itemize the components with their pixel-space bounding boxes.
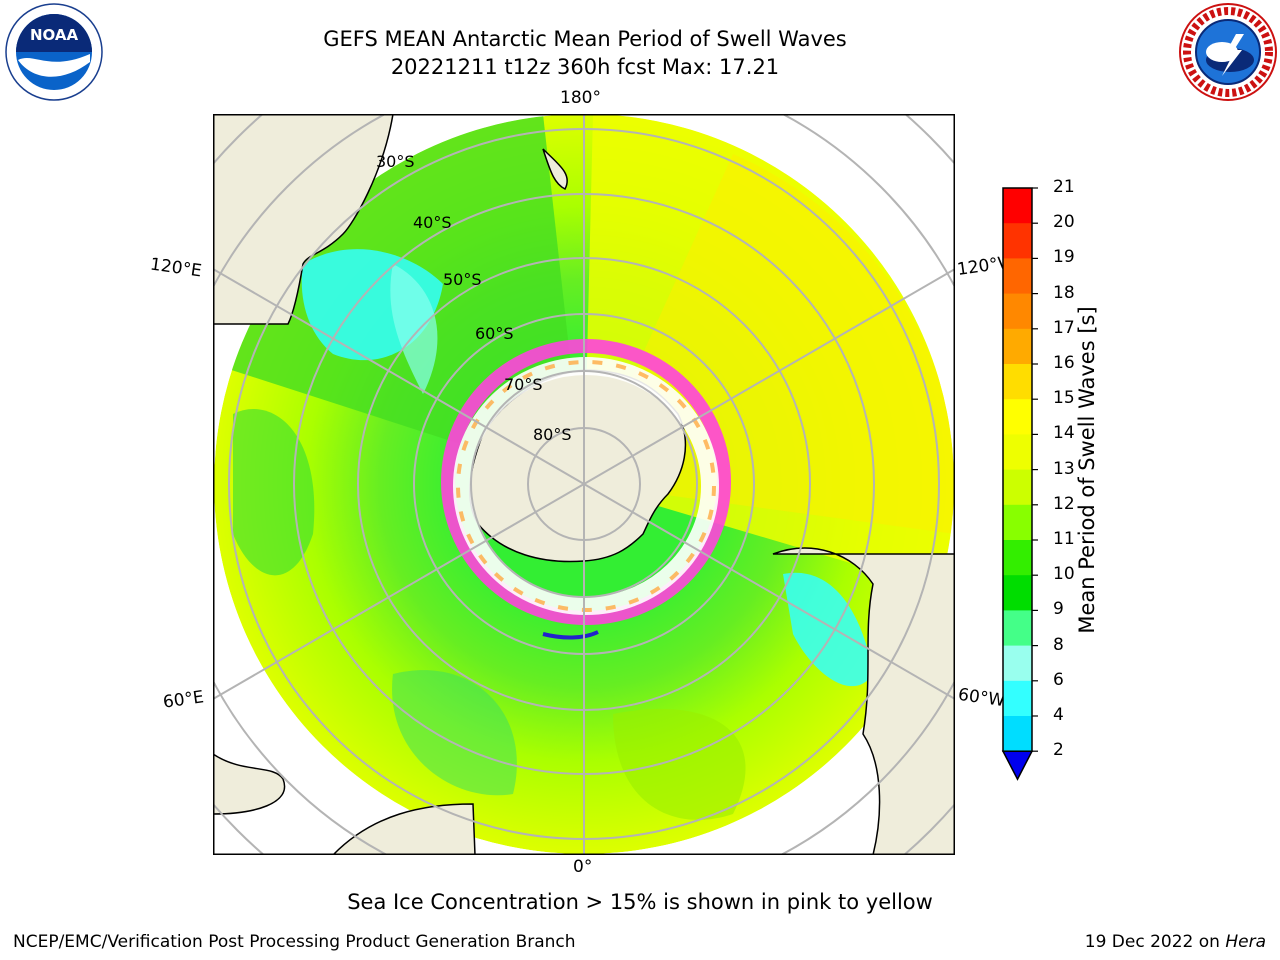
- colorbar-segment: [1003, 504, 1032, 541]
- footer-date: 19 Dec 2022 on Hera: [1085, 932, 1266, 952]
- colorbar-tick-label: 6: [1053, 669, 1064, 690]
- colorbar-tick-label: 11: [1053, 529, 1075, 549]
- colorbar-tick-label: 10: [1053, 564, 1075, 585]
- colorbar-segment: [1003, 716, 1032, 752]
- noaa-logo: NOAA: [5, 3, 103, 101]
- colorbar-tick-label: 21: [1053, 177, 1075, 197]
- colorbar-segment: [1003, 469, 1032, 506]
- colorbar-segment: [1003, 575, 1032, 611]
- colorbar-tick-label: 15: [1053, 388, 1075, 409]
- graticule: [213, 114, 955, 855]
- colorbar-tick-label: 8: [1053, 634, 1064, 655]
- colorbar: [1001, 187, 1038, 781]
- lon-label-0: 0°: [573, 857, 593, 877]
- footer-credit: NCEP/EMC/Verification Post Processing Pr…: [13, 932, 576, 952]
- sea-ice-band: [441, 339, 731, 640]
- colorbar-segment: [1003, 364, 1032, 400]
- colorbar-tick-label: 13: [1053, 458, 1075, 479]
- colorbar-tick-label: 4: [1053, 705, 1064, 725]
- colorbar-extend-arrow: [1001, 750, 1034, 781]
- colorbar-segment: [1003, 680, 1032, 717]
- colorbar-segment: [1003, 293, 1032, 330]
- chart-subtitle: 20221211 t12z 360h fcst Max: 17.21: [390, 55, 780, 79]
- footer-date-text: 19 Dec 2022 on: [1084, 932, 1226, 952]
- colorbar-tick-label: 19: [1053, 247, 1075, 268]
- colorbar-segment: [1003, 540, 1032, 576]
- colorbar-segment: [1003, 610, 1032, 647]
- colorbar-segment: [1003, 434, 1032, 471]
- colorbar-segment: [1003, 399, 1032, 435]
- sea-ice-caption: Sea Ice Concentration > 15% is shown in …: [347, 890, 933, 914]
- footer-host: Hera: [1225, 932, 1266, 952]
- lat-label-30s: 30°S: [376, 152, 415, 171]
- noaa-logo-text: NOAA: [30, 26, 79, 44]
- lon-label-60e: 60°E: [161, 687, 206, 713]
- colorbar-tick-label: 18: [1053, 282, 1075, 303]
- colorbar-label: Mean Period of Swell Waves [s]: [1075, 306, 1099, 634]
- polar-stereographic-map: [213, 114, 955, 855]
- colorbar-tick-label: 12: [1053, 493, 1075, 514]
- lon-label-180: 180°: [560, 88, 601, 108]
- colorbar-tick-label: 16: [1053, 353, 1075, 373]
- colorbar-tick-label: 2: [1053, 740, 1064, 761]
- lon-label-120e: 120°E: [148, 254, 203, 282]
- colorbar-tick-label: 14: [1053, 423, 1075, 444]
- colorbar-segment: [1003, 328, 1032, 365]
- lat-label-70s: 70°S: [504, 375, 543, 394]
- lat-label-80s: 80°S: [533, 425, 572, 444]
- colorbar-tick-label: 17: [1053, 317, 1075, 338]
- nws-logo: [1179, 3, 1277, 101]
- colorbar-segment: [1003, 258, 1032, 295]
- chart-title: GEFS MEAN Antarctic Mean Period of Swell…: [323, 27, 847, 51]
- lat-label-50s: 50°S: [443, 270, 482, 289]
- colorbar-segment: [1003, 223, 1032, 259]
- colorbar-segment: [1003, 188, 1032, 224]
- colorbar-segments: [1001, 187, 1038, 781]
- lat-label-40s: 40°S: [413, 213, 452, 232]
- colorbar-segment: [1003, 645, 1032, 682]
- colorbar-tick-label: 9: [1053, 599, 1064, 620]
- colorbar-tick-label: 20: [1053, 212, 1075, 233]
- lat-label-60s: 60°S: [475, 324, 514, 343]
